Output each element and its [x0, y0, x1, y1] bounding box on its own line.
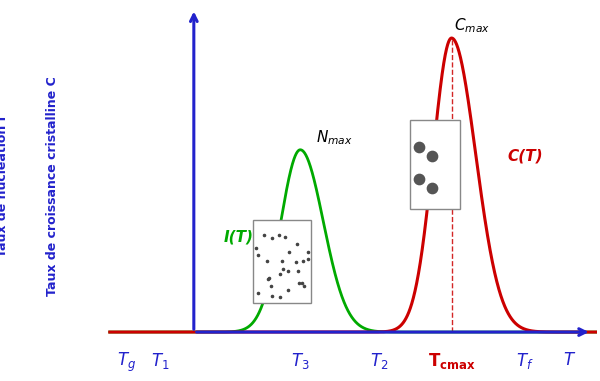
Point [292, 259, 301, 265]
Text: $C_{max}$: $C_{max}$ [454, 16, 490, 35]
Point [266, 283, 275, 289]
Point [267, 293, 277, 299]
Point [253, 290, 263, 296]
Text: $N_{max}$: $N_{max}$ [316, 128, 353, 147]
Text: $T_3$: $T_3$ [291, 351, 310, 371]
Text: $T_g$: $T_g$ [117, 351, 136, 375]
Point [260, 232, 269, 239]
Point [294, 280, 304, 286]
Point [262, 258, 272, 264]
Point [278, 266, 287, 272]
Text: C(T): C(T) [508, 148, 543, 163]
Point [427, 153, 437, 159]
Point [284, 249, 293, 255]
Point [275, 293, 285, 299]
Point [254, 251, 263, 258]
Text: $\mathbf{T_{cmax}}$: $\mathbf{T_{cmax}}$ [428, 351, 475, 371]
Text: $T$: $T$ [563, 351, 576, 369]
Text: $T_f$: $T_f$ [515, 351, 533, 371]
Point [414, 176, 424, 182]
Point [265, 275, 274, 281]
Text: $T_2$: $T_2$ [370, 351, 388, 371]
Text: I(T): I(T) [224, 230, 254, 245]
Point [251, 245, 261, 251]
Text: Taux de croissance cristalline C: Taux de croissance cristalline C [46, 77, 59, 296]
Point [297, 280, 307, 286]
Bar [253, 220, 311, 303]
Point [263, 276, 272, 282]
Point [303, 256, 313, 262]
Text: $T_1$: $T_1$ [151, 351, 169, 371]
Point [275, 271, 285, 277]
Point [299, 283, 308, 289]
Point [280, 234, 290, 240]
Point [427, 185, 437, 191]
Point [293, 268, 302, 274]
Point [267, 235, 277, 241]
Point [283, 268, 293, 274]
Point [303, 248, 313, 255]
Point [284, 287, 293, 293]
Point [298, 258, 308, 264]
Point [414, 144, 424, 150]
Point [278, 258, 287, 264]
Point [274, 232, 284, 238]
Bar [410, 120, 460, 208]
Text: Taux de nucléation I: Taux de nucléation I [0, 116, 9, 257]
Point [293, 242, 302, 248]
